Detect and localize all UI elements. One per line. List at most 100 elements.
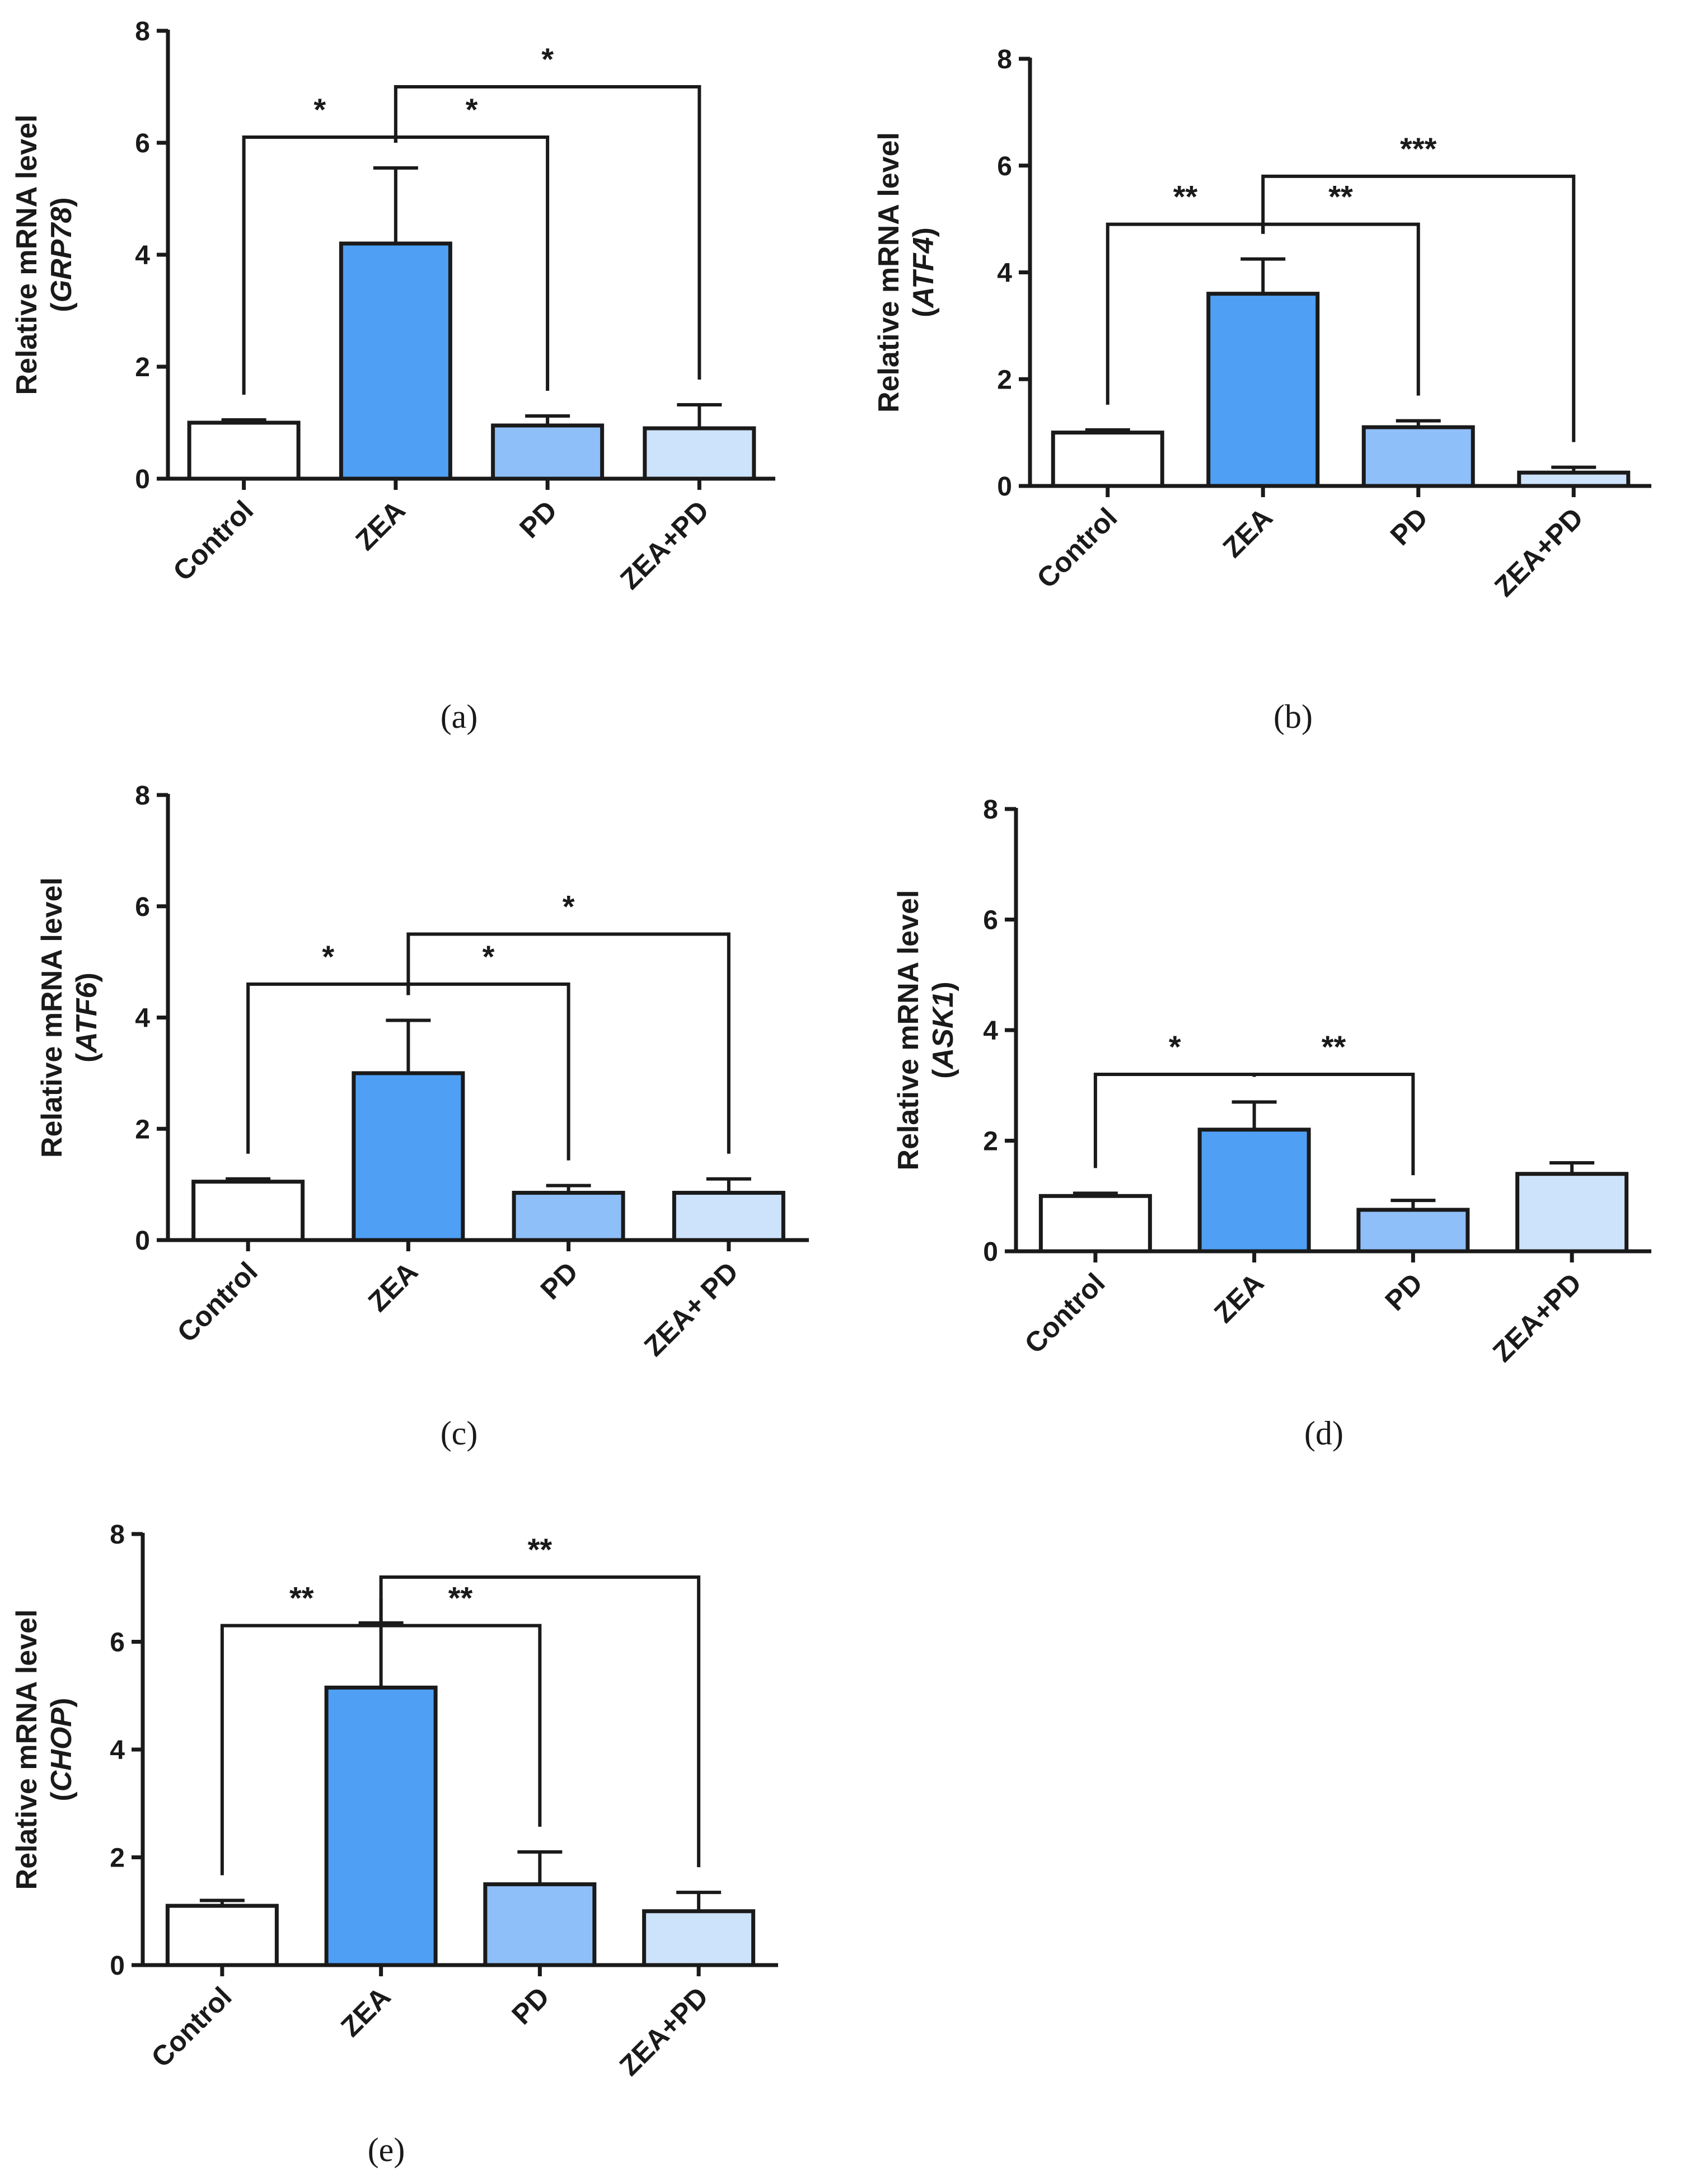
y-tick-label: 8 [135,781,150,811]
bar-control [191,1180,305,1242]
bar-zea-plus-pd [1515,1172,1629,1254]
significance-bracket [394,85,701,380]
chart-panel: 0 2 4 6 8 Relative mRNA level (ASK1) Control ZEA… [892,795,1651,1452]
category-label: ZEA [349,494,411,556]
category-label: ZEA+PD [614,494,715,595]
significance-bracket [1252,1073,1415,1176]
category-label: PD [535,1256,584,1306]
bar-zea [1197,1128,1311,1254]
category-label: PD [513,494,563,544]
y-tick-label: 6 [135,892,150,922]
significance-label: ** [448,1580,473,1616]
chart-panel: 0 2 4 6 8 Relative mRNA level (GRP78) Control ZE… [11,17,775,735]
y-axis-gene-label: (ASK1) [927,981,959,1078]
bar-pd [1361,425,1475,488]
significance-bracket [379,1575,701,1868]
significance-label: * [322,939,334,974]
bar-zea-plus-pd [642,1909,756,1967]
y-axis-gene-label: (ATF6) [71,972,103,1063]
bar-pd [512,1191,625,1242]
significance-label: * [313,92,326,127]
category-label: ZEA [362,1256,424,1317]
panel-label: (c) [441,1415,478,1452]
y-tick-label: 2 [110,1844,125,1873]
y-tick-label: 4 [135,241,150,270]
gene-name: ASK1 [927,992,959,1070]
y-tick-label: 0 [135,465,150,494]
panel-label: (a) [441,698,478,735]
panel-label: (d) [1304,1415,1343,1452]
y-tick-label: 6 [997,152,1012,181]
bar-pd [483,1882,597,1967]
y-tick-label: 8 [135,17,150,46]
y-axis-label: Relative mRNA level [873,132,905,413]
bar-zea [352,1071,465,1242]
y-tick-label: 0 [983,1237,998,1267]
bar-zea-plus-pd [1517,470,1631,488]
y-tick-label: 4 [997,259,1012,288]
significance-label: * [541,41,554,77]
y-axis-label: Relative mRNA level [11,115,43,395]
y-tick-label: 2 [135,1115,150,1144]
bar-control [187,420,301,481]
y-axis-label: Relative mRNA level [36,877,68,1158]
y-tick-label: 6 [110,1628,125,1658]
gene-name: CHOP [45,1708,78,1792]
y-axis-gene-label: (CHOP) [45,1698,78,1802]
significance-label: *** [1400,131,1437,166]
significance-label: * [563,888,575,924]
gene-name: ATF6 [71,981,103,1054]
bar-pd [491,423,605,481]
y-tick-label: 6 [983,906,998,936]
y-tick-label: 0 [110,1951,125,1981]
gene-name: ATF4 [907,237,940,308]
y-tick-label: 6 [135,129,150,158]
significance-label: ** [528,1532,552,1567]
bar-zea [339,241,452,481]
chart-panel: 0 2 4 6 8 Relative mRNA level (ATF4) Control ZEA… [873,45,1651,735]
category-label: PD [1384,502,1434,551]
category-label: PD [505,1981,555,2031]
significance-label: ** [289,1580,314,1616]
category-label: ZEA [1217,502,1279,563]
y-tick-label: 2 [997,365,1012,395]
category-label: ZEA [335,1981,396,2042]
significance-label: ** [1322,1029,1346,1064]
category-label: Control [1031,502,1123,594]
category-label: Control [167,494,259,587]
y-axis-gene-label: (ATF4) [907,227,940,317]
y-tick-label: 2 [983,1127,998,1157]
category-label: Control [145,1981,237,2073]
category-label: ZEA+PD [1487,1267,1588,1368]
y-tick-label: 2 [135,353,150,382]
significance-bracket [379,1597,542,1827]
category-label: Control [1018,1267,1111,1359]
panel-label: (b) [1273,698,1313,735]
significance-bracket [1261,174,1576,442]
y-tick-label: 8 [110,1520,125,1550]
y-axis-label: Relative mRNA level [11,1610,43,1890]
bar-zea [1206,292,1320,488]
y-axis-label: Relative mRNA level [892,890,925,1171]
y-tick-label: 4 [135,1004,150,1033]
bar-control [165,1904,279,1967]
significance-bracket [406,932,731,1154]
category-label: ZEA+ PD [638,1256,745,1362]
category-label: ZEA [1208,1267,1270,1329]
significance-label: ** [1173,179,1198,214]
significance-label: ** [1328,179,1353,214]
chart-panel: 0 2 4 6 8 Relative mRNA level (ATF6) Control ZEA… [36,781,809,1452]
bar-zea-plus-pd [643,426,756,481]
y-tick-label: 8 [997,45,1012,74]
category-label: ZEA+PD [614,1981,714,2082]
y-tick-label: 4 [983,1016,998,1046]
y-axis-gene-label: (GRP78) [45,197,78,312]
y-tick-label: 0 [135,1226,150,1256]
bar-pd [1356,1208,1470,1254]
bar-zea-plus-pd [672,1191,785,1242]
category-label: Control [171,1256,264,1348]
y-tick-label: 0 [997,472,1012,502]
category-label: ZEA+PD [1488,502,1589,602]
y-tick-label: 4 [110,1736,125,1765]
significance-label: * [466,92,478,127]
